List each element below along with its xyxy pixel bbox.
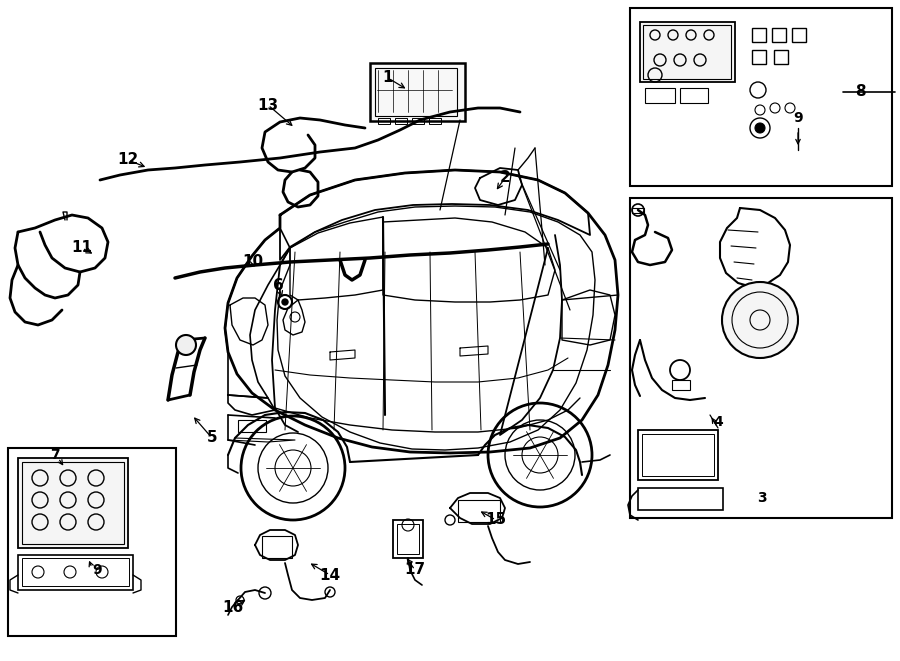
Bar [672, 380, 690, 390]
Bar [8, 448, 176, 636]
Text: 12: 12 [117, 153, 139, 167]
Circle shape [282, 299, 288, 305]
Bar [630, 8, 892, 186]
Bar [643, 25, 731, 79]
Bar [370, 63, 465, 121]
Bar [412, 118, 424, 124]
Bar [458, 500, 500, 522]
Bar [238, 420, 266, 432]
Text: 10: 10 [242, 254, 264, 270]
Bar [645, 88, 675, 103]
Bar [752, 28, 766, 42]
Text: 9: 9 [92, 563, 102, 577]
Bar [752, 50, 766, 64]
Bar [642, 434, 714, 476]
Text: 17: 17 [404, 563, 426, 578]
Text: 1: 1 [382, 71, 393, 85]
Text: 8: 8 [855, 85, 865, 100]
Text: 7: 7 [50, 448, 59, 462]
Circle shape [722, 282, 798, 358]
Bar [638, 488, 723, 510]
Bar [772, 28, 786, 42]
Bar [18, 555, 133, 590]
Bar [22, 558, 129, 586]
Text: 16: 16 [222, 600, 244, 615]
Text: 2: 2 [500, 171, 510, 186]
Text: 13: 13 [257, 98, 279, 112]
Bar [632, 208, 644, 213]
Bar [429, 118, 441, 124]
Text: 14: 14 [320, 568, 340, 582]
Bar [378, 118, 390, 124]
Text: 4: 4 [713, 415, 723, 429]
Text: 9: 9 [793, 111, 803, 125]
Bar [792, 28, 806, 42]
Text: 11: 11 [71, 241, 93, 256]
Text: 5: 5 [207, 430, 217, 446]
Bar [375, 68, 457, 116]
Bar [774, 50, 788, 64]
Text: 3: 3 [757, 491, 767, 505]
Bar [393, 520, 423, 558]
Bar [680, 88, 708, 103]
Bar [640, 22, 735, 82]
Text: 6: 6 [273, 278, 284, 293]
Bar [22, 462, 124, 544]
Bar [638, 430, 718, 480]
Circle shape [176, 335, 196, 355]
Bar [262, 536, 292, 558]
Bar [630, 198, 892, 518]
Bar [397, 524, 419, 554]
Text: 15: 15 [485, 512, 507, 527]
Circle shape [755, 123, 765, 133]
Bar [18, 458, 128, 548]
Bar [395, 118, 407, 124]
